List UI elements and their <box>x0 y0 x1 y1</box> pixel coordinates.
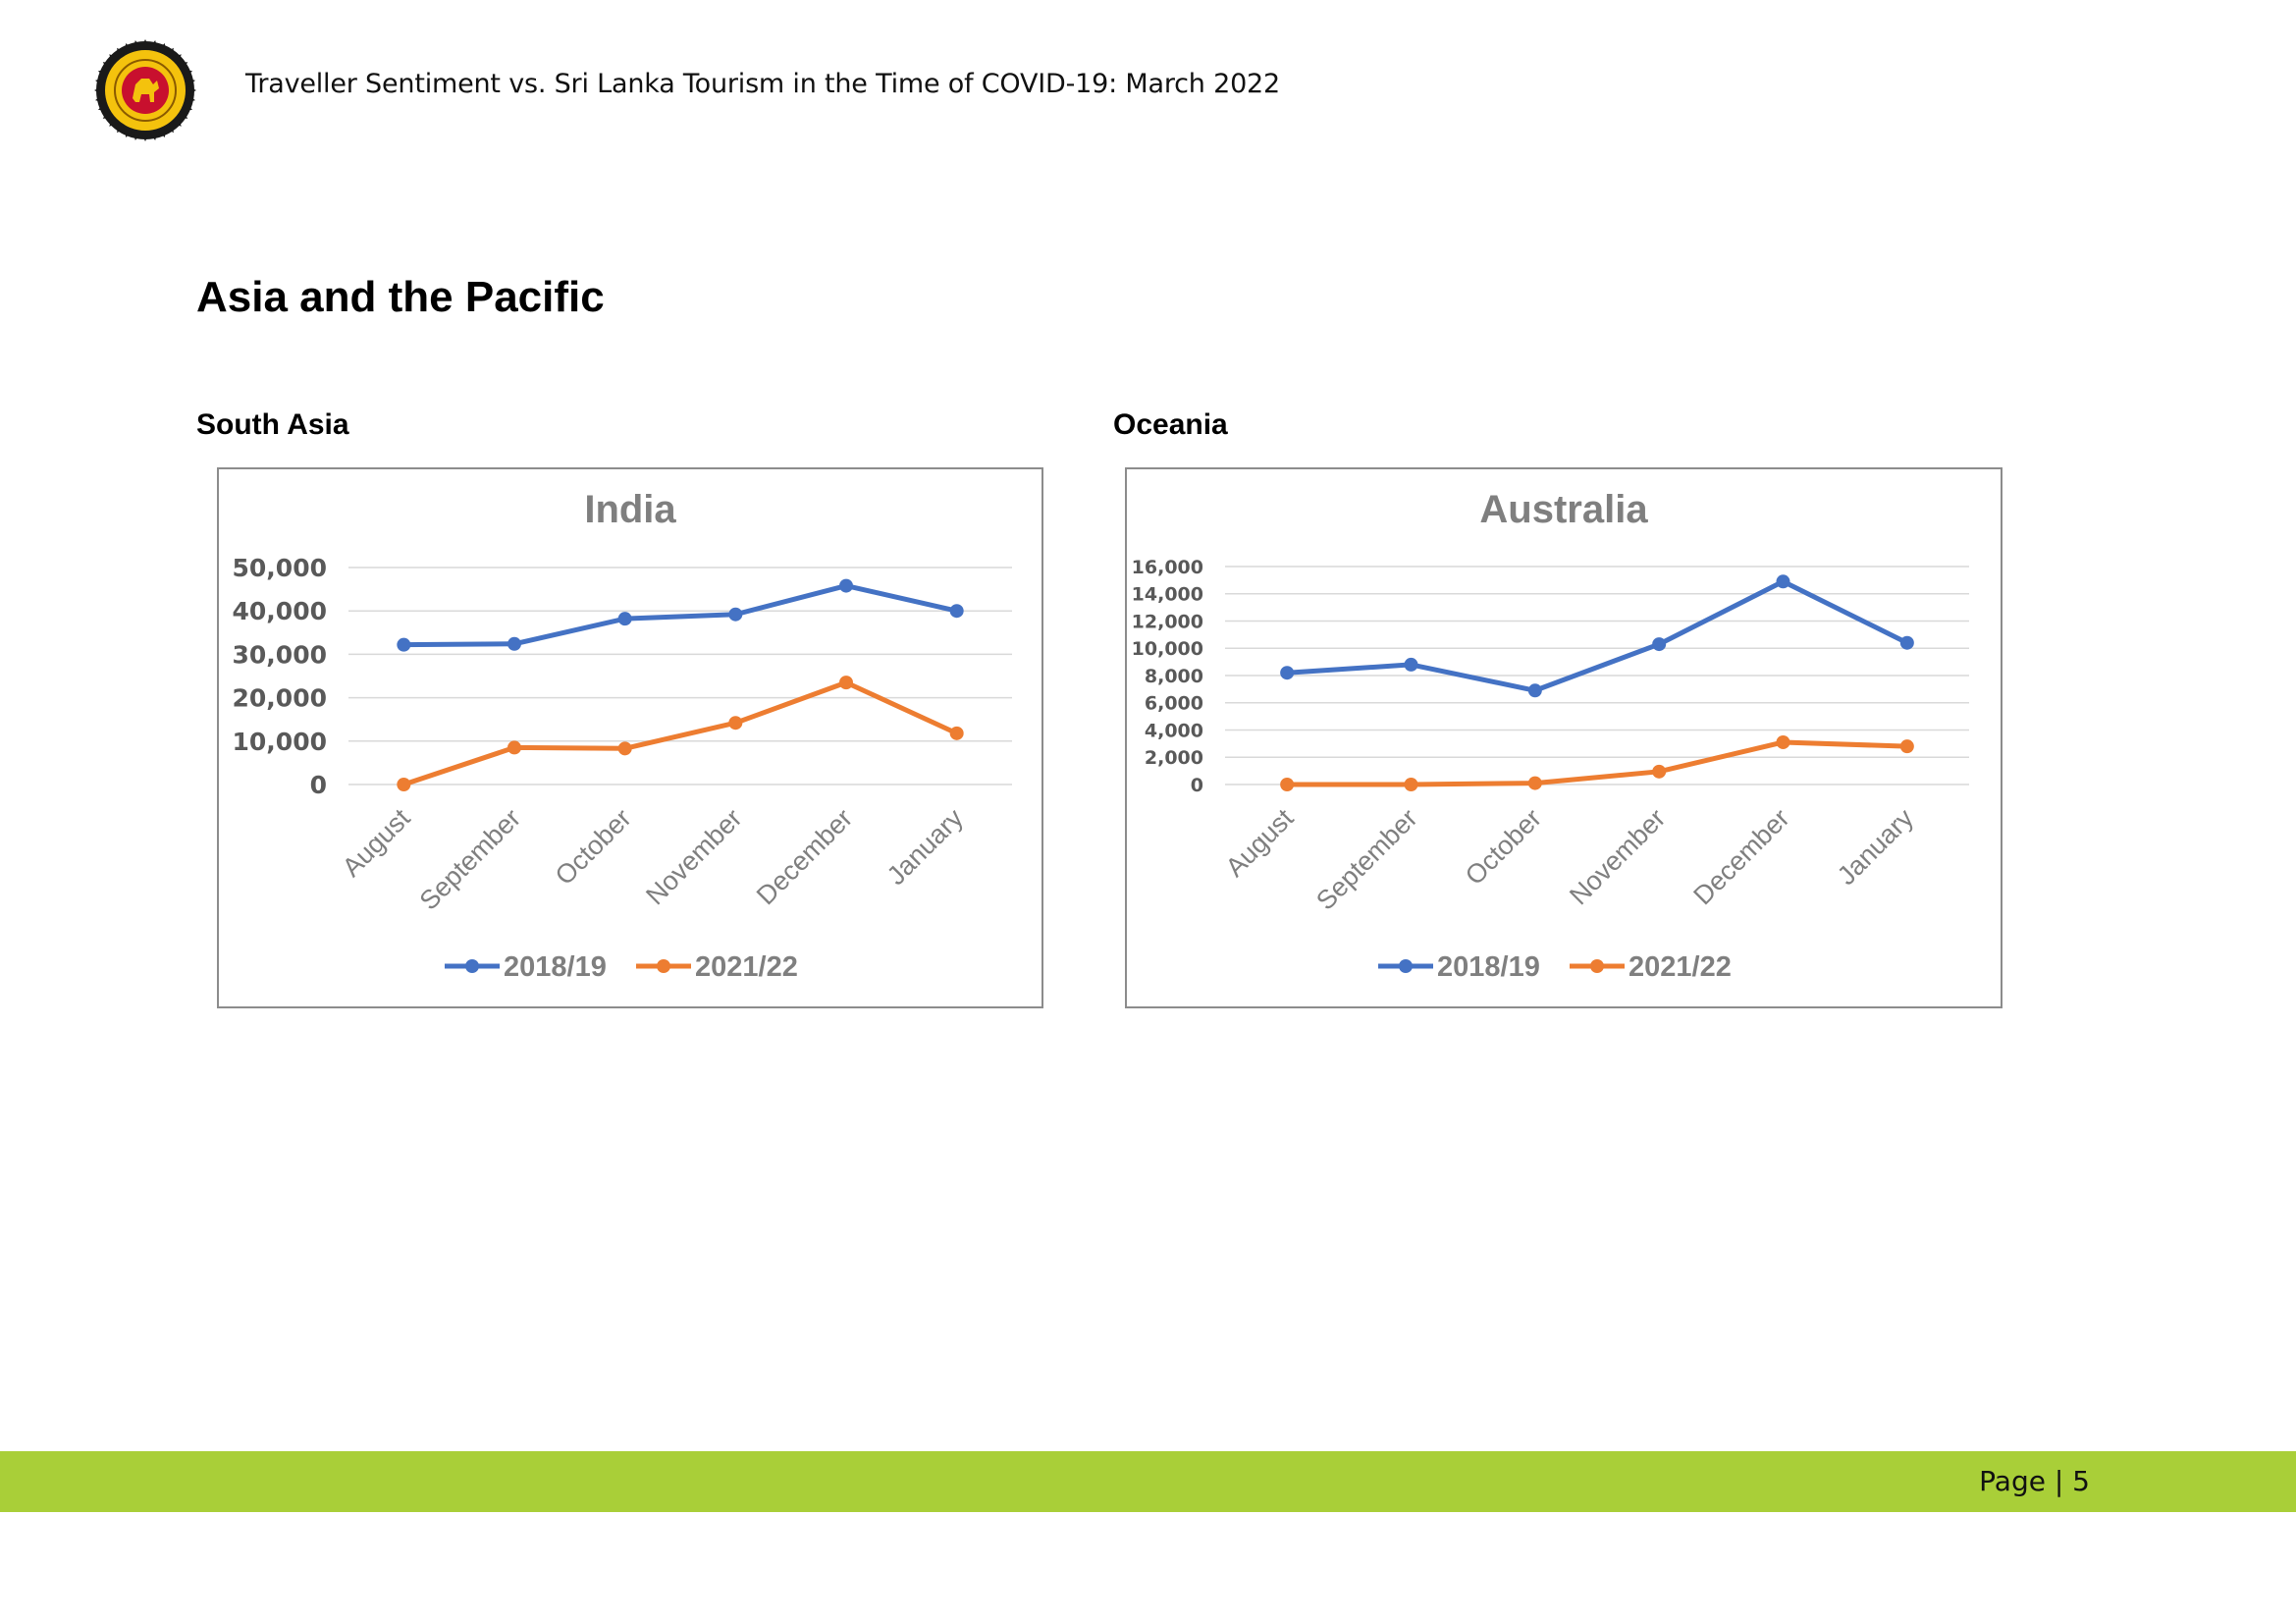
legend-marker <box>1590 959 1604 973</box>
x-tick-label: September <box>1310 803 1423 916</box>
y-tick-label: 20,000 <box>233 684 327 713</box>
x-tick-label: December <box>1687 803 1794 910</box>
x-tick-label: January <box>1832 803 1919 891</box>
x-tick-label: October <box>550 803 637 891</box>
y-tick-label: 16,000 <box>1132 557 1203 578</box>
australia-chart-svg: Australia 0 2,000 4,000 6,000 8,000 10,000 12,0… <box>1132 488 1969 983</box>
subsection-oceania: Oceania <box>1113 408 1228 441</box>
australia-chart: Australia 0 2,000 4,000 6,000 8,000 10,000 12,0… <box>1125 467 2002 1008</box>
data-point <box>728 716 743 731</box>
data-point <box>1280 666 1295 680</box>
x-tick-label: September <box>414 803 527 916</box>
india-chart-svg: India 0 10,000 20,000 30,000 40,000 50,000 Augu… <box>233 488 1012 983</box>
data-point <box>728 607 743 622</box>
legend-marker <box>1399 959 1413 973</box>
data-point <box>1404 657 1418 672</box>
document-header-title: Traveller Sentiment vs. Sri Lanka Touris… <box>245 69 1281 99</box>
data-point <box>839 578 853 593</box>
y-tick-label: 4,000 <box>1145 720 1203 741</box>
legend-marker <box>657 959 670 973</box>
x-tick-label: August <box>1220 803 1300 883</box>
data-point <box>1899 635 1914 650</box>
data-point <box>507 740 521 755</box>
y-tick-label: 10,000 <box>1132 638 1203 660</box>
chart-title: Australia <box>1479 488 1648 531</box>
y-tick-label: 0 <box>1191 775 1203 796</box>
x-tick-label: August <box>337 803 416 883</box>
legend-label: 2021/22 <box>695 951 798 983</box>
y-tick-label: 6,000 <box>1145 693 1203 715</box>
y-tick-label: 50,000 <box>233 554 327 582</box>
y-tick-label: 2,000 <box>1145 747 1203 769</box>
data-point <box>1776 734 1790 749</box>
data-point <box>617 612 632 626</box>
x-tick-label: November <box>640 803 747 910</box>
series-line-2021-22 <box>402 679 958 787</box>
series-line-2021-22 <box>1287 739 1907 787</box>
y-tick-label: 8,000 <box>1145 666 1203 687</box>
x-tick-label: November <box>1564 803 1671 910</box>
data-point <box>1899 739 1914 754</box>
x-tick-label: December <box>751 803 858 910</box>
data-point <box>1652 637 1667 652</box>
india-chart: India 0 10,000 20,000 30,000 40,000 50,000 Augu… <box>217 467 1043 1008</box>
legend-label: 2018/19 <box>504 951 607 983</box>
page-number: Page | 5 <box>1979 1465 2090 1497</box>
y-tick-label: 30,000 <box>233 640 327 669</box>
y-tick-label: 10,000 <box>233 728 327 756</box>
chart-title: India <box>584 488 676 531</box>
data-point <box>397 637 411 652</box>
legend-label: 2021/22 <box>1629 951 1732 983</box>
x-tick-label: October <box>1460 803 1547 891</box>
data-point <box>949 604 964 619</box>
y-tick-label: 14,000 <box>1132 584 1203 606</box>
data-point <box>507 636 521 651</box>
y-tick-label: 40,000 <box>233 597 327 625</box>
data-point <box>1404 778 1418 791</box>
y-tick-label: 12,000 <box>1132 611 1203 632</box>
data-point <box>1280 778 1295 791</box>
footer-bar <box>0 1451 2296 1512</box>
section-title: Asia and the Pacific <box>196 273 605 321</box>
data-point <box>1527 776 1542 790</box>
legend-marker <box>465 959 479 973</box>
legend-label: 2018/19 <box>1437 951 1540 983</box>
series-line-2018-19 <box>403 583 958 648</box>
data-point <box>949 726 964 740</box>
data-point <box>617 741 632 756</box>
y-tick-label: 0 <box>310 771 327 799</box>
data-point <box>839 676 853 690</box>
data-point <box>1527 683 1542 698</box>
sri-lanka-emblem-icon <box>94 39 196 141</box>
data-point <box>1776 574 1790 589</box>
x-tick-label: January <box>881 803 969 891</box>
data-point <box>397 778 411 791</box>
series-line-2018-19 <box>1287 578 1908 693</box>
subsection-south-asia: South Asia <box>196 408 349 441</box>
data-point <box>1652 764 1667 779</box>
